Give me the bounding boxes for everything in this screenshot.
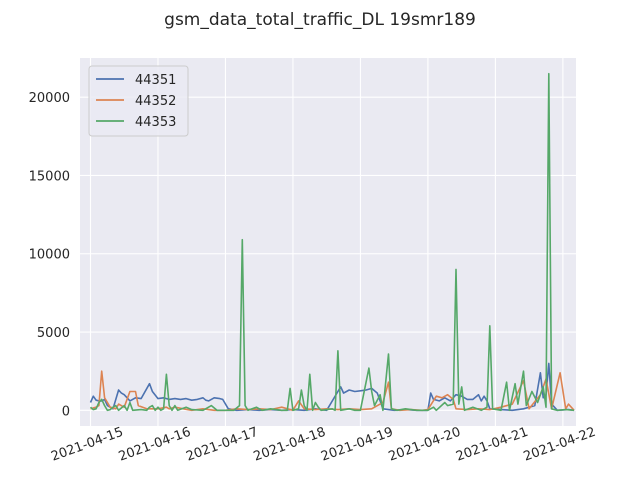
- x-tick-label: 2021-04-15: [49, 425, 125, 465]
- legend: 44351 44352 44353: [88, 65, 189, 137]
- x-tick-label: 2021-04-20: [387, 425, 463, 465]
- x-tick-label: 2021-04-21: [454, 425, 530, 465]
- legend-label-44351: 44351: [135, 73, 176, 88]
- series-line-44353: [89, 72, 575, 412]
- y-tick-label: 5000: [37, 326, 70, 341]
- x-gridlines: [89, 58, 564, 426]
- x-tick-label: 2021-04-22: [522, 425, 598, 465]
- y-axis-ticks: 0 5000 10000 15000 20000: [29, 91, 70, 419]
- y-tick-label: 0: [62, 404, 70, 419]
- legend-label-44353: 44353: [135, 115, 176, 130]
- y-tick-label: 20000: [29, 91, 70, 106]
- x-axis-ticks: 2021-04-152021-04-162021-04-172021-04-18…: [49, 425, 598, 465]
- y-tick-label: 10000: [29, 248, 70, 263]
- x-tick-label: 2021-04-19: [319, 425, 395, 465]
- x-tick-label: 2021-04-17: [184, 425, 260, 465]
- legend-box: [88, 65, 189, 137]
- chart-title: gsm_data_total_traffic_DL 19smr189: [164, 10, 476, 30]
- legend-label-44352: 44352: [135, 94, 176, 109]
- series-layer: [89, 72, 575, 412]
- x-tick-label: 2021-04-16: [117, 425, 193, 465]
- y-gridlines: [80, 96, 576, 411]
- x-tick-label: 2021-04-18: [252, 425, 328, 465]
- y-tick-label: 15000: [29, 169, 70, 184]
